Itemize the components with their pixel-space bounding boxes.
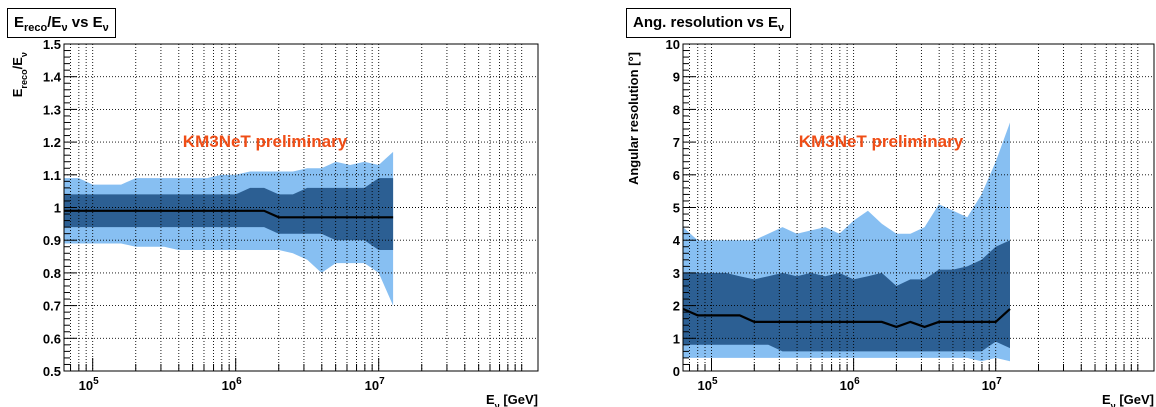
chart-title-angular: Ang. resolution vs Eν (626, 8, 792, 38)
y-tick-label: 0.9 (43, 233, 61, 248)
x-axis-label: Eν [GeV] (486, 392, 538, 407)
x-tick-label: 105 (697, 376, 717, 393)
inner-band (683, 240, 1010, 352)
y-tick-label: 9 (673, 70, 680, 85)
y-tick-label: 5 (673, 201, 680, 216)
x-tick-label: 107 (365, 376, 385, 393)
x-tick-label: 106 (222, 376, 242, 393)
y-tick-label: 3 (673, 266, 680, 281)
x-tick-label: 105 (79, 376, 99, 393)
y-tick-label: 1 (54, 201, 61, 216)
y-tick-label: 1.2 (43, 135, 61, 150)
chart-energy: 0.5 0.6 0.7 0.8 0.9 1 1.1 1.2 1.3 1.4 1.5 105 106 107… (10, 37, 539, 407)
y-tick-label: 10 (666, 37, 680, 52)
y-axis-label: Angular resolution [°] (626, 52, 641, 185)
y-tick-label: 0 (673, 364, 680, 379)
y-tick-label: 0.8 (43, 266, 61, 281)
x-tick-label: 106 (840, 376, 860, 393)
annotation-preliminary: KM3NeT preliminary (183, 132, 348, 151)
x-axis-label: Eν [GeV] (1102, 392, 1154, 407)
y-tick-label: 6 (673, 168, 680, 183)
y-axis-label: Ereco/Eν (10, 52, 29, 97)
y-tick-label: 0.5 (43, 364, 61, 379)
y-tick-label: 4 (673, 233, 681, 248)
y-tick-label: 8 (673, 102, 680, 117)
chart-angular: 0 1 2 3 4 5 6 7 8 9 10 105 106 107 Eν [GeV] Angular res… (626, 37, 1155, 407)
y-tick-label: 0.6 (43, 331, 61, 346)
y-tick-label: 1.4 (43, 70, 62, 85)
y-tick-label: 0.7 (43, 299, 61, 314)
y-tick-label: 1.5 (43, 37, 61, 52)
y-tick-label: 1.3 (43, 102, 61, 117)
inner-band (64, 178, 394, 250)
y-tick-label: 1.1 (43, 168, 61, 183)
x-tick-label: 107 (982, 376, 1002, 393)
x-ticks (70, 358, 523, 371)
median-line (64, 209, 394, 219)
y-ticks (64, 43, 77, 372)
x-ticks (689, 358, 1139, 371)
median-line (682, 307, 1011, 329)
annotation-preliminary: KM3NeT preliminary (799, 132, 964, 151)
grid-lines (64, 44, 538, 371)
y-tick-label: 2 (673, 299, 680, 314)
chart-title-energy: Ereco/Eν vs Eν (7, 8, 116, 38)
y-tick-label: 1 (673, 331, 680, 346)
y-tick-label: 7 (673, 135, 680, 150)
grid-lines (683, 44, 1154, 371)
